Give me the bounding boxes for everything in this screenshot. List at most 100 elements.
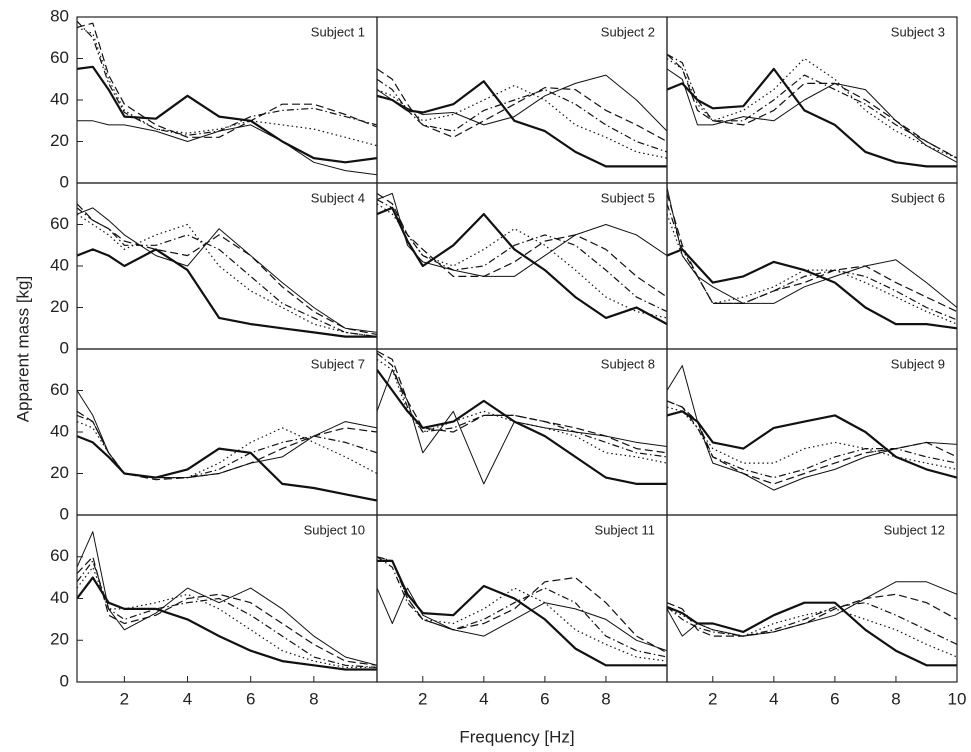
x-tick-label: 2 <box>418 689 427 708</box>
data-line <box>377 369 667 485</box>
y-tick-label: 20 <box>50 131 69 150</box>
data-line <box>77 203 377 336</box>
plot-lines <box>377 192 667 326</box>
x-tick-label: 6 <box>246 689 255 708</box>
panel-title: Subject 11 <box>595 522 655 537</box>
panel-title: Subject 12 <box>884 522 945 537</box>
data-line <box>77 414 377 479</box>
data-line <box>377 199 667 313</box>
plot-lines <box>77 390 377 502</box>
plot-lines <box>77 203 377 338</box>
x-tick-label: 4 <box>769 689 778 708</box>
data-line <box>77 410 377 481</box>
data-line <box>667 57 957 159</box>
data-line <box>77 26 377 147</box>
x-tick-label: 2 <box>120 689 129 708</box>
data-line <box>377 68 667 143</box>
data-line <box>667 187 957 308</box>
panel-title: Subject 1 <box>311 24 365 39</box>
plot-lines <box>77 20 377 176</box>
panel-frame <box>666 348 958 516</box>
data-line <box>77 120 377 176</box>
data-line <box>667 410 957 479</box>
data-line <box>77 20 377 136</box>
plot-lines <box>667 581 957 667</box>
panel-title: Subject 5 <box>601 190 655 205</box>
data-line <box>667 68 957 163</box>
y-tick-label: 20 <box>50 630 69 649</box>
panel-frame <box>76 182 378 350</box>
x-tick-label: 6 <box>830 689 839 708</box>
data-line <box>77 390 377 479</box>
x-tick-label: 2 <box>708 689 717 708</box>
panel-title: Subject 4 <box>311 190 365 205</box>
data-line <box>667 213 957 325</box>
plot-lines <box>377 350 667 485</box>
data-line <box>667 53 957 159</box>
panel-title: Subject 10 <box>304 522 365 537</box>
data-line <box>377 559 667 667</box>
data-line <box>667 53 957 159</box>
x-tick-label: 4 <box>183 689 192 708</box>
y-tick-label: 60 <box>50 546 69 565</box>
data-line <box>377 192 667 298</box>
y-tick-label: 40 <box>50 255 69 274</box>
y-tick-label: 0 <box>60 671 69 690</box>
data-line <box>77 22 377 138</box>
data-line <box>377 78 667 153</box>
x-axis-label: Frequency [Hz] <box>459 727 574 746</box>
panel-frame <box>376 348 668 516</box>
y-tick-label: 60 <box>50 48 69 67</box>
data-line <box>667 193 957 313</box>
panel-title: Subject 8 <box>601 356 655 371</box>
data-line <box>377 587 667 652</box>
plot-lines <box>377 68 667 168</box>
y-tick-label: 0 <box>60 338 69 357</box>
panel-title: Subject 9 <box>891 356 945 371</box>
plot-lines <box>667 53 957 168</box>
data-line <box>377 84 667 159</box>
data-line <box>667 601 957 667</box>
x-tick-label: 8 <box>309 689 318 708</box>
data-line <box>77 65 377 164</box>
data-line <box>667 593 957 637</box>
data-line <box>377 369 667 485</box>
y-tick-label: 40 <box>50 421 69 440</box>
plot-lines <box>667 365 957 491</box>
data-line <box>377 556 667 658</box>
x-tick-label: 8 <box>601 689 610 708</box>
data-line <box>667 581 957 637</box>
panel-frame <box>666 514 958 683</box>
panel-title: Subject 3 <box>891 24 945 39</box>
data-line <box>77 556 377 666</box>
data-line <box>667 248 957 330</box>
y-axis-label: Apparent mass [kg] <box>13 276 32 422</box>
y-tick-label: 0 <box>60 504 69 523</box>
plot-lines <box>667 187 957 330</box>
data-line <box>77 531 377 666</box>
panel-title: Subject 7 <box>311 356 365 371</box>
data-line <box>377 74 667 132</box>
data-line <box>77 207 377 333</box>
data-line <box>77 435 377 502</box>
data-line <box>77 576 377 671</box>
data-line <box>377 358 667 464</box>
data-line <box>377 192 667 277</box>
data-line <box>377 350 667 454</box>
x-tick-label: 10 <box>948 689 967 708</box>
panel-frame <box>376 514 668 683</box>
y-tick-label: 40 <box>50 89 69 108</box>
y-tick-label: 80 <box>50 6 69 25</box>
panel-frame <box>76 348 378 516</box>
data-line <box>77 248 377 338</box>
data-line <box>377 80 667 168</box>
data-line <box>667 203 957 321</box>
y-tick-label: 60 <box>50 380 69 399</box>
plot-lines <box>377 556 667 667</box>
data-line <box>667 400 957 485</box>
y-tick-label: 40 <box>50 588 69 607</box>
x-tick-label: 8 <box>891 689 900 708</box>
data-line <box>377 206 667 326</box>
y-tick-label: 60 <box>50 214 69 233</box>
x-tick-label: 6 <box>540 689 549 708</box>
